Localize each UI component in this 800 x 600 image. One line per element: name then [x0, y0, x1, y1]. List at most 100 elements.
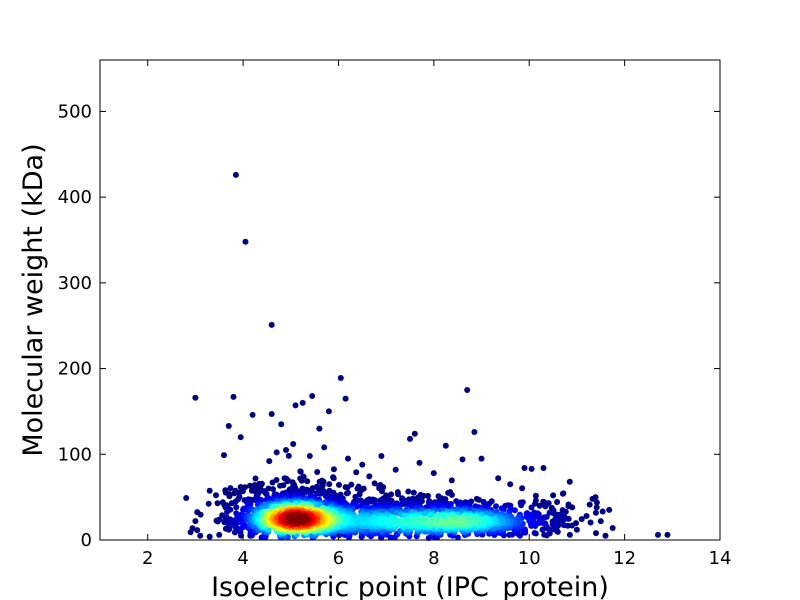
data-point: [297, 468, 304, 475]
data-point: [273, 449, 280, 456]
x-tick-label: 8: [428, 548, 439, 569]
data-point: [316, 425, 323, 432]
y-axis-title: Molecular weight (kDa): [18, 143, 49, 456]
data-point: [213, 492, 219, 499]
data-point: [471, 429, 478, 435]
data-point: [330, 466, 337, 473]
data-point: [392, 466, 399, 473]
x-tick-label: 14: [709, 548, 732, 569]
data-point: [541, 531, 548, 538]
data-point: [298, 477, 305, 484]
y-tick-label: 100: [58, 444, 92, 465]
data-point: [542, 503, 549, 510]
data-point: [299, 514, 306, 521]
data-point: [231, 490, 238, 497]
data-point: [292, 402, 299, 409]
data-point: [442, 442, 449, 449]
data-point: [495, 475, 502, 482]
data-point: [597, 518, 604, 525]
data-point: [521, 465, 528, 471]
y-tick-label: 400: [58, 187, 92, 208]
data-point: [566, 478, 573, 485]
data-point: [205, 500, 212, 507]
data-point: [227, 506, 234, 513]
data-point: [539, 526, 546, 533]
data-point: [371, 480, 378, 487]
data-point: [526, 517, 533, 524]
data-point: [247, 482, 253, 489]
data-point: [493, 503, 499, 510]
data-point: [189, 525, 196, 532]
data-point: [425, 492, 431, 499]
data-point: [464, 387, 471, 393]
data-point: [216, 531, 223, 538]
data-point: [418, 498, 425, 505]
data-point: [655, 531, 661, 538]
data-point: [336, 481, 342, 488]
data-point: [388, 491, 395, 498]
data-point: [508, 513, 515, 520]
data-point: [602, 532, 609, 539]
data-point: [226, 493, 233, 500]
data-point: [285, 452, 292, 459]
data-points: [183, 171, 671, 541]
data-point: [242, 238, 249, 245]
data-point: [345, 455, 351, 462]
data-point: [194, 527, 201, 534]
data-point: [378, 453, 385, 459]
data-point: [566, 531, 573, 538]
data-point: [380, 527, 387, 534]
data-point: [664, 531, 671, 538]
data-point: [587, 519, 594, 526]
data-point: [197, 511, 204, 518]
data-point: [330, 475, 337, 482]
data-point: [252, 475, 259, 482]
data-point: [192, 394, 199, 401]
data-point: [448, 518, 455, 525]
data-point: [593, 499, 600, 506]
data-point: [407, 435, 413, 442]
data-point: [227, 485, 234, 492]
data-point: [427, 512, 434, 519]
data-point: [237, 434, 244, 441]
data-point: [304, 478, 311, 485]
data-point: [528, 465, 535, 472]
data-point: [343, 490, 350, 497]
data-point: [405, 488, 412, 495]
data-point: [249, 411, 256, 418]
data-point: [309, 393, 316, 399]
data-point: [269, 479, 276, 486]
data-point: [232, 498, 239, 505]
data-point: [554, 499, 561, 505]
data-point: [216, 516, 223, 523]
x-tick-label: 2: [142, 548, 153, 569]
data-point: [221, 452, 227, 459]
data-point: [183, 495, 190, 501]
data-point: [268, 321, 275, 328]
data-point: [592, 509, 599, 516]
data-point: [533, 520, 540, 527]
data-point: [559, 490, 566, 497]
data-point: [342, 395, 349, 402]
data-point: [230, 393, 237, 400]
data-point: [586, 501, 593, 508]
data-point: [521, 526, 528, 533]
data-point: [478, 455, 485, 462]
data-point: [359, 461, 366, 468]
data-point: [225, 423, 232, 429]
data-point: [454, 534, 461, 541]
y-tick-label: 300: [58, 273, 92, 294]
x-tick-label: 12: [613, 548, 636, 569]
data-point: [470, 518, 477, 525]
data-point: [606, 506, 613, 513]
data-point: [284, 534, 291, 540]
data-point: [410, 489, 417, 496]
data-point: [593, 504, 600, 511]
x-tick-label: 4: [237, 548, 248, 569]
data-point: [197, 532, 204, 539]
data-point: [353, 469, 360, 476]
data-point: [379, 488, 385, 495]
data-point: [532, 492, 539, 499]
y-tick-label: 200: [58, 359, 92, 380]
